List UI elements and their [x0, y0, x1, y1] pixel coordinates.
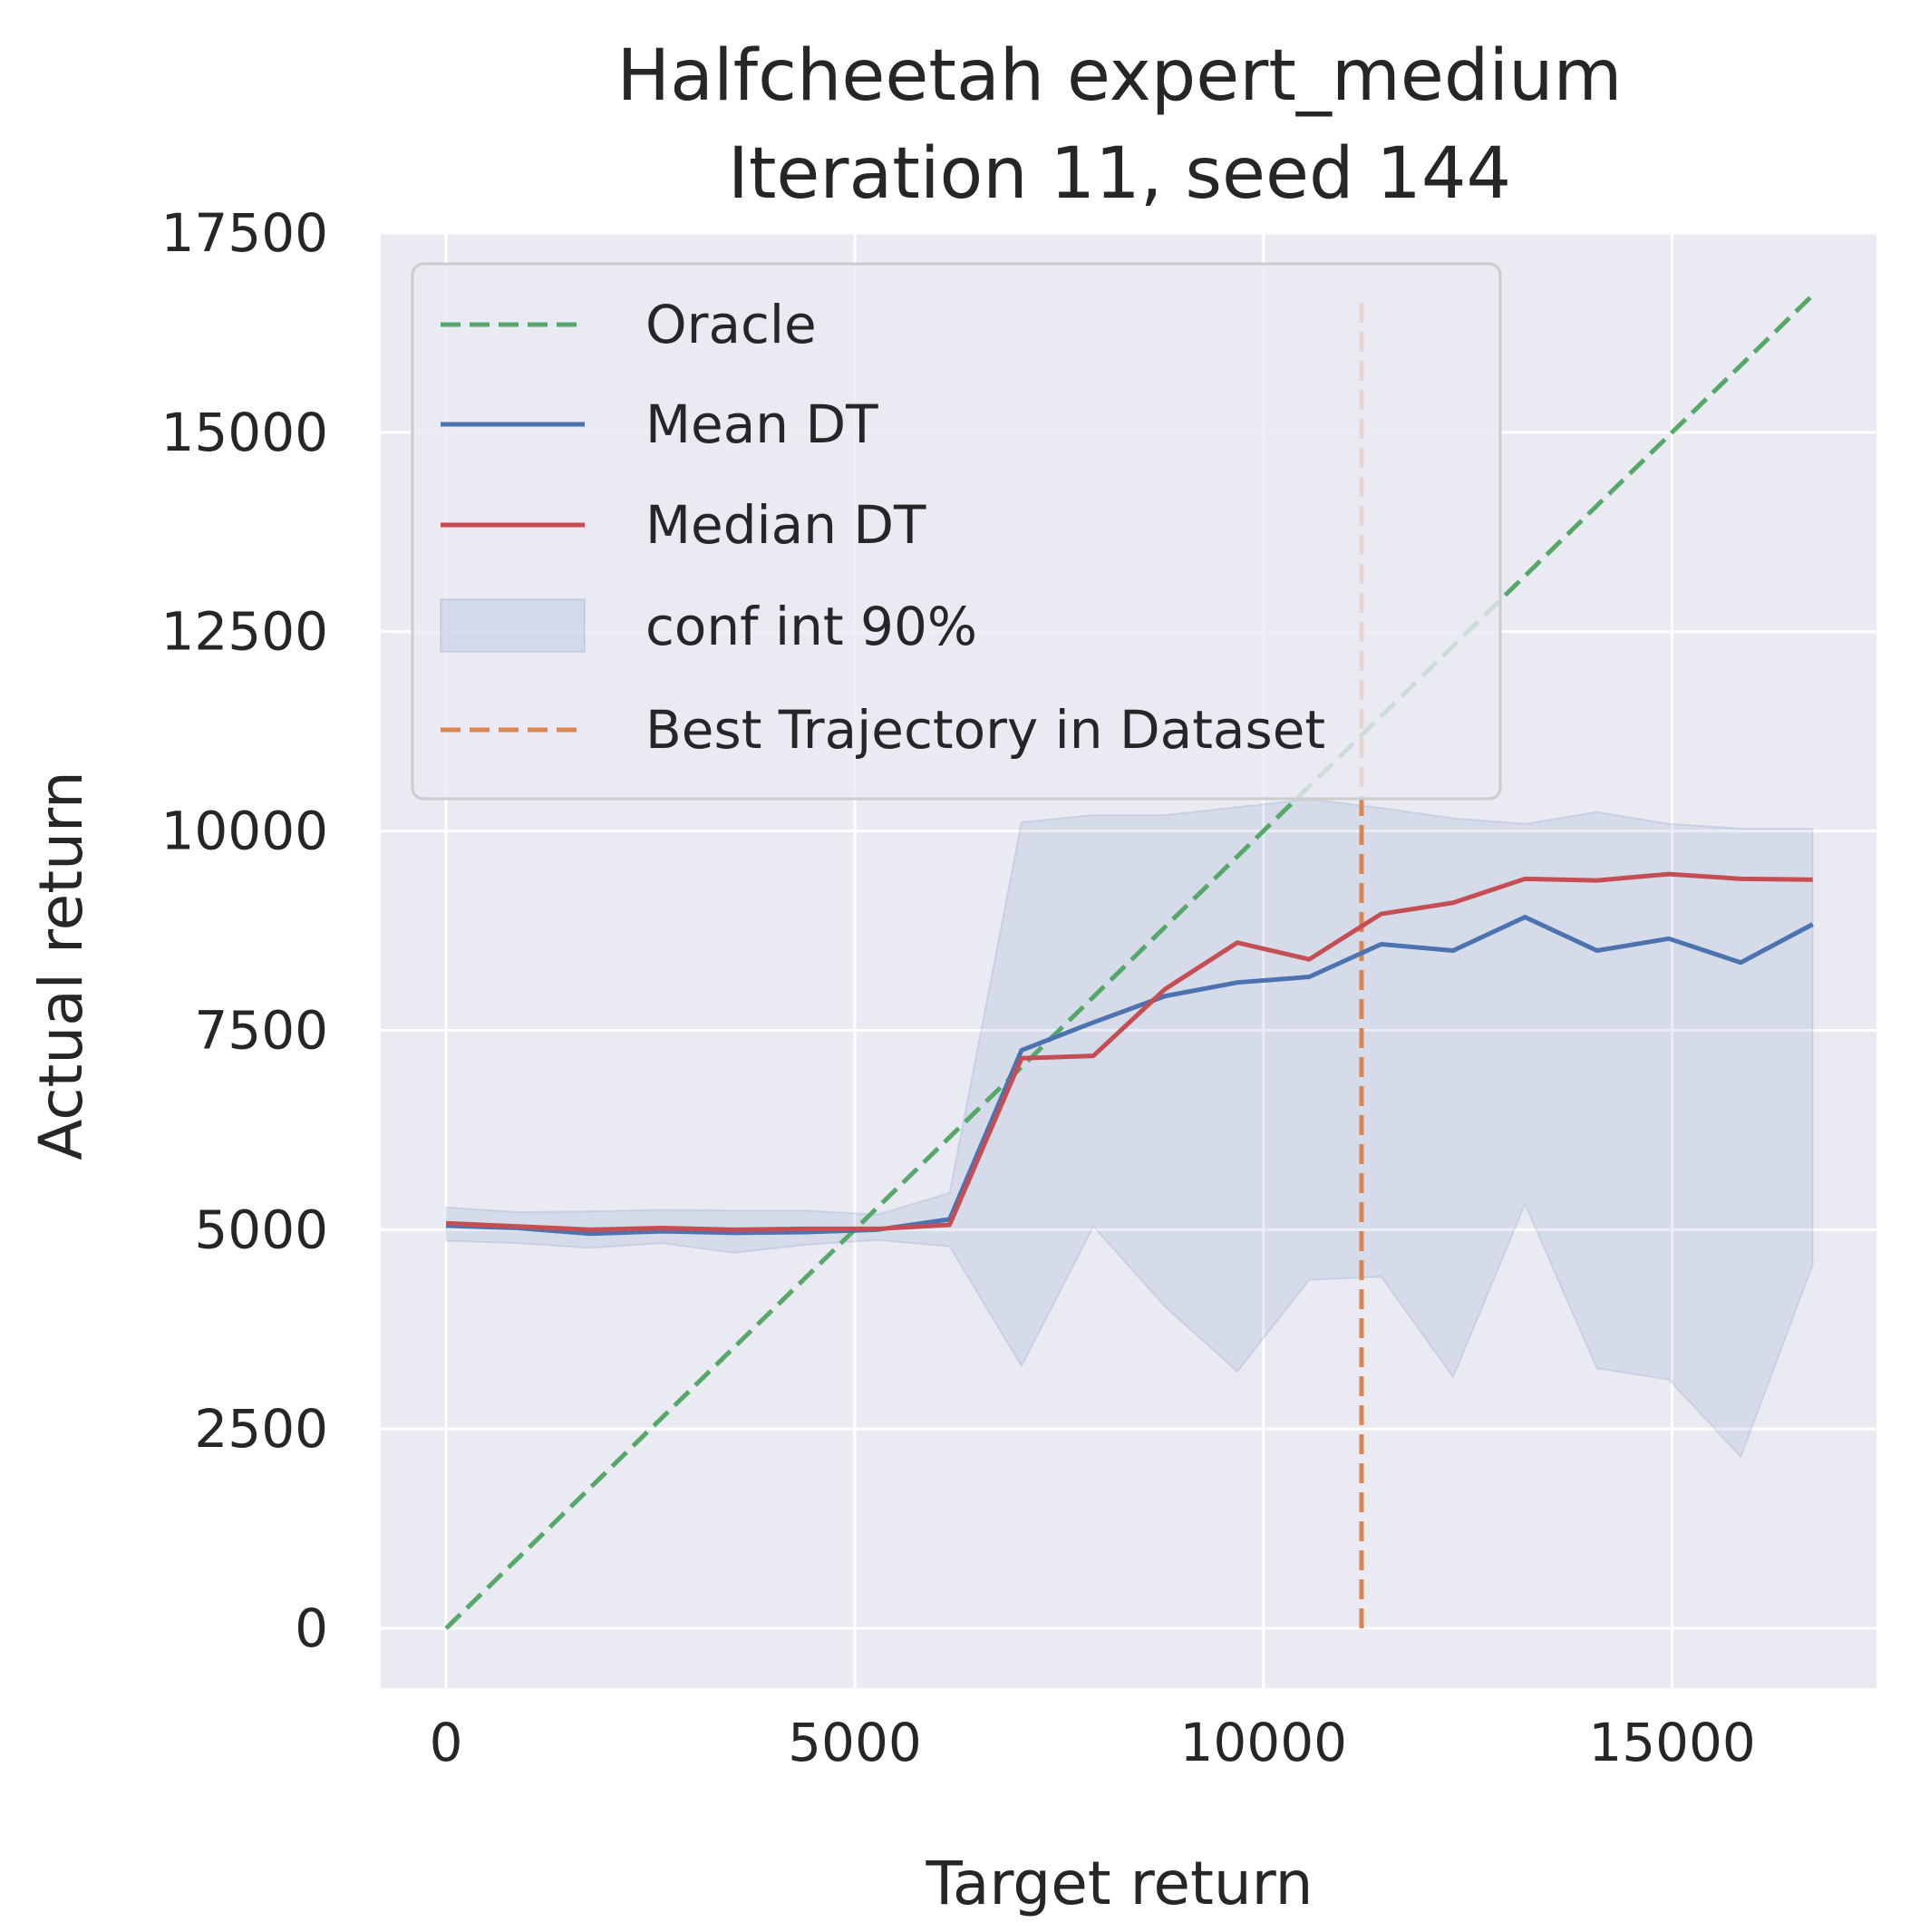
- y-tick-label: 15000: [160, 402, 328, 463]
- y-tick-label: 2500: [194, 1398, 328, 1460]
- y-axis-label: Actual return: [26, 771, 96, 1160]
- y-tick-label: 12500: [160, 601, 328, 663]
- y-tick-label: 7500: [194, 999, 328, 1061]
- legend-label: Best Trajectory in Dataset: [645, 699, 1325, 761]
- legend-items: Oracle Mean DT Median DT conf int 90% Best T…: [440, 294, 1325, 761]
- chart-title-line1: Halfcheetah expert_medium: [617, 35, 1623, 117]
- legend-label: Oracle: [645, 294, 817, 355]
- x-tick-label: 5000: [788, 1712, 922, 1773]
- median-dt-line: [446, 871, 1813, 1232]
- chart-title-line2: Iteration 11, seed 144: [728, 133, 1511, 215]
- y-tick-label: 10000: [160, 801, 328, 862]
- confidence-band: [445, 798, 1814, 1459]
- legend-swatch: [440, 598, 586, 653]
- legend-label: conf int 90%: [645, 596, 977, 657]
- mean-dt-line: [446, 915, 1814, 1237]
- tick-labels: 0 5000 10000 15000 0 2500 5000 7500 10000 12500 15…: [160, 202, 1755, 1773]
- legend-label: Median DT: [645, 494, 926, 556]
- y-tick-label: 5000: [194, 1199, 328, 1260]
- legend: Oracle Mean DT Median DT conf int 90% Best T…: [411, 262, 1502, 801]
- x-tick-label: 15000: [1588, 1712, 1756, 1773]
- x-tick-label: 10000: [1180, 1712, 1348, 1773]
- x-tick-label: 0: [430, 1712, 463, 1773]
- y-tick-label: 0: [295, 1597, 328, 1659]
- x-axis-label: Target return: [926, 1849, 1314, 1918]
- y-tick-label: 17500: [160, 202, 328, 264]
- legend-frame: [411, 262, 1502, 801]
- legend-label: Mean DT: [645, 393, 878, 455]
